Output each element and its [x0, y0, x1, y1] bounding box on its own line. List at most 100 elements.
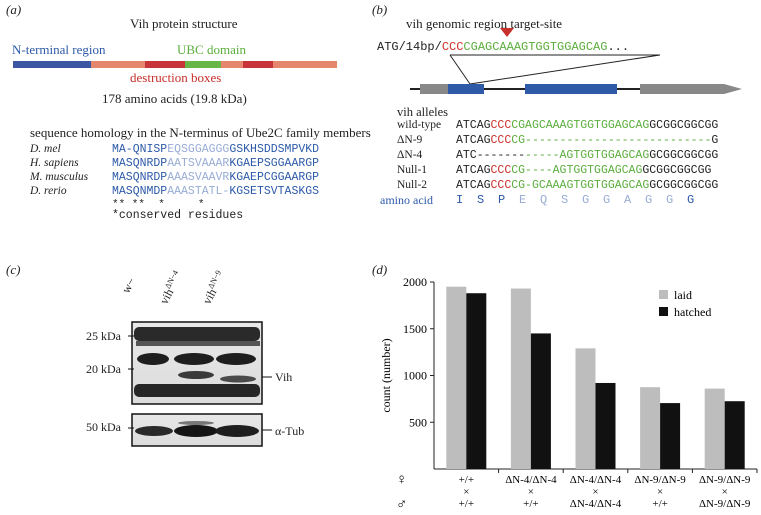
amino-acid: G: [603, 193, 611, 207]
female-genotype: ΔN-4/ΔN-4: [570, 474, 622, 486]
band-vih-n4: [178, 371, 214, 379]
male-genotype: +/+: [652, 498, 667, 510]
species-name: D. rerio: [30, 185, 67, 197]
exon-1: [448, 84, 484, 94]
amino-acid: G: [645, 193, 653, 207]
bar-hatched: [595, 382, 616, 469]
allele-name: wild-type: [397, 119, 442, 131]
n-terminal-label: N-terminal region: [12, 42, 106, 57]
exon-2: [525, 84, 617, 94]
protein-length-label: 178 amino acids (19.8 kDa): [102, 91, 247, 106]
female-genotype: +/+: [459, 474, 474, 486]
male-genotype: +/+: [523, 498, 538, 510]
species-sequence: MASQNRDPAAASVAAVRKGAEPCGGAARGP: [112, 171, 320, 184]
protein-domain-bar: [13, 61, 337, 68]
band-upper-n4: [174, 353, 214, 365]
species-sequence: MA-QNISPEQSGGAGGGGSKHSDDSMPVKD: [112, 143, 320, 156]
bar-laid: [510, 288, 531, 469]
male-genotype: ΔN-9/ΔN-9: [699, 498, 751, 510]
species-name: M. musculus: [30, 171, 89, 183]
bar-laid: [704, 388, 725, 469]
female-symbol: ♀: [396, 472, 407, 488]
allele-name: Null-1: [397, 164, 428, 176]
panel-d-label: (d): [372, 262, 388, 277]
destruction-boxes-label: destruction boxes: [130, 70, 222, 85]
y-tick-label: 500: [409, 415, 427, 429]
legend-label-laid: laid: [674, 288, 692, 302]
allele-sequence: ATCAGCCCCG----AGTGGTGGAGCAGGCGGCGGCGG: [456, 164, 712, 177]
amino-acid: A: [624, 193, 632, 207]
species-sequence: MASQNMDPAAASTATL-KGSETSVTASKGS: [112, 185, 320, 198]
target-sequence: ATG/14bp/CCCCGAGCAAAGTGGTGGAGCAG...: [377, 40, 629, 54]
band-lower: [134, 384, 260, 397]
band-vih-n9: [220, 375, 256, 383]
species-sequence: MASQNRDPAATSVAAARKGAEPSGGAARGP: [112, 157, 320, 170]
target-guide: CGAGCAAAGTGGTGGAGCAG: [463, 40, 608, 54]
amino-acid: G: [666, 193, 674, 207]
y-tick-label: 2000: [403, 275, 427, 289]
cross-symbol: ×: [463, 486, 469, 498]
panel-a-label: (a): [6, 2, 22, 17]
allele-sequence: ATCAGCCCCGAGCAAAGTGGTGGAGCAGGCGGCGGCGG: [456, 119, 719, 132]
allele-name: ΔN-4: [397, 149, 423, 161]
conserved-residues-note: *conserved residues: [112, 209, 244, 222]
target-marker: [500, 28, 514, 37]
alleles-title: vih alleles: [397, 105, 449, 119]
bar-hatched: [530, 333, 551, 469]
amino-acid: E: [519, 193, 527, 207]
y-tick-label: 1000: [403, 369, 427, 383]
destruction-box-2: [243, 61, 273, 68]
vih-band-label: Vih: [275, 370, 293, 384]
mw-25kda: 25 kDa: [86, 329, 121, 343]
bar-hatched: [724, 401, 745, 469]
panel-c-label: (c): [6, 262, 21, 277]
bar-hatched: [466, 293, 487, 469]
allele-sequence: ATC------------AGTGGTGGAGCAGGCGGCGGCGG: [456, 149, 719, 162]
amino-acid: G: [582, 193, 590, 207]
amino-acid: S: [477, 193, 485, 207]
male-genotype: ΔN-4/ΔN-4: [570, 498, 622, 510]
cross-symbol: ×: [592, 486, 598, 498]
target-ellipsis: ...: [607, 40, 630, 54]
homology-title: sequence homology in the N-terminus of U…: [30, 125, 371, 140]
conserved-stars: ** ** * *: [112, 199, 205, 211]
allele-sequence: ATCAGCCCCG---------------------------G: [456, 134, 719, 147]
western-blot: [128, 321, 272, 447]
amino-acid-label: amino acid: [380, 193, 433, 207]
amino-acid: S: [561, 193, 569, 207]
species-name: H. sapiens: [30, 157, 79, 169]
protein-structure-title: Vih protein structure: [130, 16, 238, 31]
female-genotype: ΔN-4/ΔN-4: [505, 474, 557, 486]
target-pam: CCC: [441, 40, 464, 54]
mw-20kda: 20 kDa: [86, 362, 121, 376]
cross-symbol: ×: [528, 486, 534, 498]
exon-utr-5: [420, 84, 448, 94]
legend-label-hatched: hatched: [674, 305, 711, 319]
band-tub-n4: [174, 425, 218, 437]
cross-symbol: ×: [657, 486, 663, 498]
band-tub-w: [135, 426, 173, 436]
male-symbol: ♂: [396, 497, 407, 513]
y-tick-label: 1500: [403, 322, 427, 336]
ubc-domain-segment: [185, 61, 221, 68]
bar-laid: [640, 387, 661, 469]
n-terminal-segment: [13, 61, 91, 68]
bar-laid: [575, 348, 596, 469]
exon-utr-3: [640, 84, 724, 94]
species-name: D. mel: [30, 143, 61, 155]
destruction-box-1: [145, 61, 185, 68]
amino-acid: I: [456, 193, 464, 207]
cross-symbol: ×: [722, 486, 728, 498]
panel-b-label: (b): [372, 2, 388, 17]
target-prefix: ATG/14bp/: [377, 40, 442, 54]
female-genotype: ΔN-9/ΔN-9: [634, 474, 686, 486]
band-25kda-top: [134, 327, 260, 341]
allele-name: ΔN-9: [397, 134, 423, 146]
allele-name: Null-2: [397, 179, 428, 191]
male-genotype: +/+: [459, 498, 474, 510]
legend-swatch-hatched: [659, 307, 668, 316]
bar-hatched: [660, 403, 681, 469]
allele-sequence: ATCAGCCCCG-GCAAAGTGGTGGAGCAGGCGGCGGCGG: [456, 179, 719, 192]
amino-acid: P: [498, 193, 506, 207]
